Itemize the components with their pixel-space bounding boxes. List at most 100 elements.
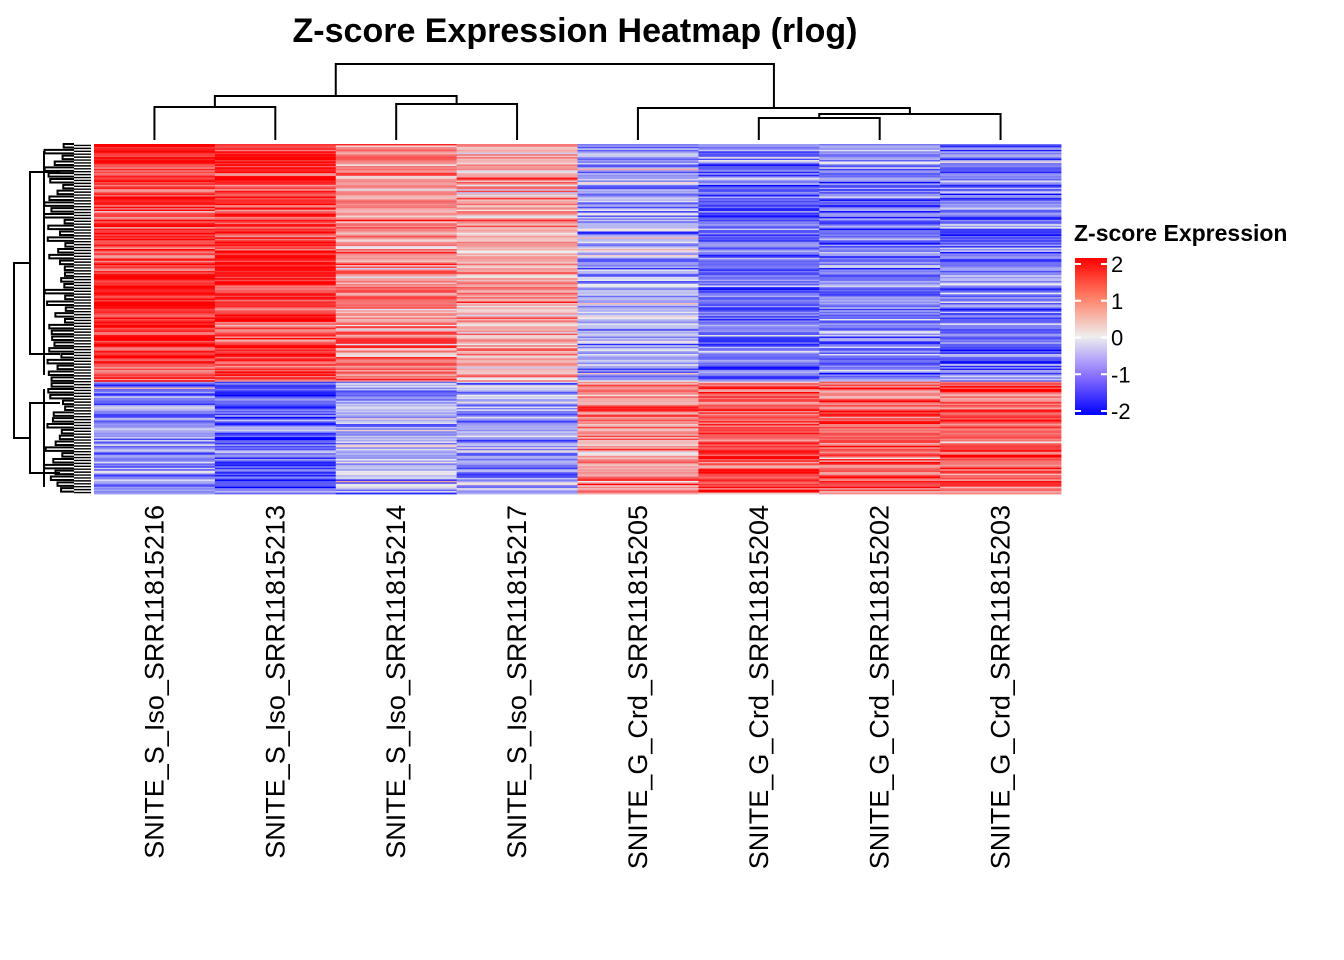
heatmap-cell [456, 253, 578, 256]
heatmap-cell [94, 284, 216, 286]
heatmap-cell [94, 349, 216, 352]
heatmap-cell [577, 300, 699, 302]
heatmap-cell [94, 413, 216, 416]
heatmap-cell [577, 380, 699, 383]
heatmap-cell [335, 279, 458, 282]
heatmap-cell [214, 394, 337, 397]
heatmap-cell [819, 173, 941, 176]
heatmap-cell [940, 216, 1062, 219]
heatmap-cell [335, 249, 458, 251]
heatmap-cell [94, 177, 216, 180]
heatmap-cell [456, 472, 578, 474]
heatmap-cell [577, 365, 699, 368]
heatmap-cell [577, 415, 699, 418]
heatmap-cell [577, 292, 699, 295]
heatmap-cell [819, 148, 941, 151]
heatmap-cell [577, 351, 699, 353]
heatmap-cell [335, 397, 458, 400]
heatmap-cell [940, 193, 1062, 196]
heatmap-cell [577, 276, 699, 279]
heatmap-cell [335, 227, 458, 229]
heatmap-cell [577, 157, 699, 159]
heatmap-cell [819, 348, 941, 351]
heatmap-cell [214, 174, 337, 177]
heatmap-cell [335, 171, 458, 174]
heatmap-cell [94, 295, 216, 298]
heatmap-cell [577, 305, 699, 308]
heatmap-cell [577, 151, 699, 154]
heatmap-cell [577, 371, 699, 374]
heatmap-cell [214, 269, 337, 272]
heatmap-cell [819, 396, 941, 399]
heatmap-cell [456, 374, 578, 377]
heatmap-cell [456, 227, 578, 229]
heatmap-cell [335, 235, 458, 238]
heatmap-cell [577, 356, 699, 359]
heatmap-cell [940, 346, 1062, 349]
heatmap-cell [940, 441, 1062, 444]
heatmap-cell [940, 332, 1062, 334]
heatmap-cell [456, 249, 578, 251]
heatmap-cell [577, 323, 699, 326]
heatmap-cell [456, 167, 578, 170]
heatmap-cell [577, 195, 699, 197]
heatmap-cell [456, 300, 578, 302]
heatmap-cell [698, 476, 820, 479]
heatmap-cell [214, 387, 337, 390]
heatmap-cell [335, 195, 458, 197]
row-dendrogram-branch [46, 358, 74, 365]
heatmap-cell [577, 407, 699, 410]
heatmap-cell [819, 354, 941, 356]
heatmap-cell [456, 168, 578, 171]
heatmap-cell [456, 409, 578, 412]
heatmap-cell [456, 434, 578, 437]
heatmap-cell [335, 486, 458, 489]
row-dendrogram-branch [56, 364, 74, 371]
heatmap-cell [94, 205, 216, 208]
heatmap-cell [940, 356, 1062, 359]
heatmap-cell [456, 332, 578, 334]
heatmap-cell [456, 262, 578, 264]
heatmap-cell [698, 214, 820, 216]
heatmap-cell [94, 336, 216, 339]
heatmap-cell [94, 170, 216, 173]
heatmap-cell [819, 489, 941, 492]
heatmap-cell [456, 259, 578, 262]
row-dendrogram-branch [13, 262, 30, 439]
heatmap-cell [940, 246, 1062, 248]
heatmap-cell [335, 285, 458, 288]
heatmap-cell [456, 291, 578, 294]
heatmap-cell [456, 432, 578, 435]
heatmap-cell [94, 227, 216, 229]
heatmap-cell [335, 386, 458, 388]
heatmap-cell [940, 391, 1062, 394]
heatmap-cell [94, 307, 216, 310]
heatmap-cell [456, 301, 578, 304]
row-dendrogram-branch [59, 259, 74, 266]
heatmap-cell [94, 237, 216, 240]
heatmap-cell [698, 365, 820, 368]
heatmap-cell [94, 445, 216, 448]
heatmap-cell [698, 451, 820, 454]
heatmap-cell [94, 179, 216, 181]
heatmap-cell [335, 342, 458, 345]
heatmap-cell [456, 145, 578, 148]
heatmap-cell [940, 314, 1062, 317]
heatmap-cell [819, 332, 941, 334]
heatmap-cell [94, 340, 216, 343]
heatmap-cell [698, 162, 820, 165]
heatmap-cell [940, 305, 1062, 308]
heatmap-cell [456, 243, 578, 246]
heatmap-cell [577, 232, 699, 235]
heatmap-cell [456, 171, 578, 174]
heatmap-cell [94, 292, 216, 295]
heatmap-cell [456, 460, 578, 463]
heatmap-cell [577, 313, 699, 316]
heatmap-cell [214, 362, 337, 365]
heatmap-cell [819, 336, 941, 339]
heatmap-cell [819, 337, 941, 340]
heatmap-cell [335, 212, 458, 215]
heatmap-cell [335, 224, 458, 227]
heatmap-cell [698, 154, 820, 157]
